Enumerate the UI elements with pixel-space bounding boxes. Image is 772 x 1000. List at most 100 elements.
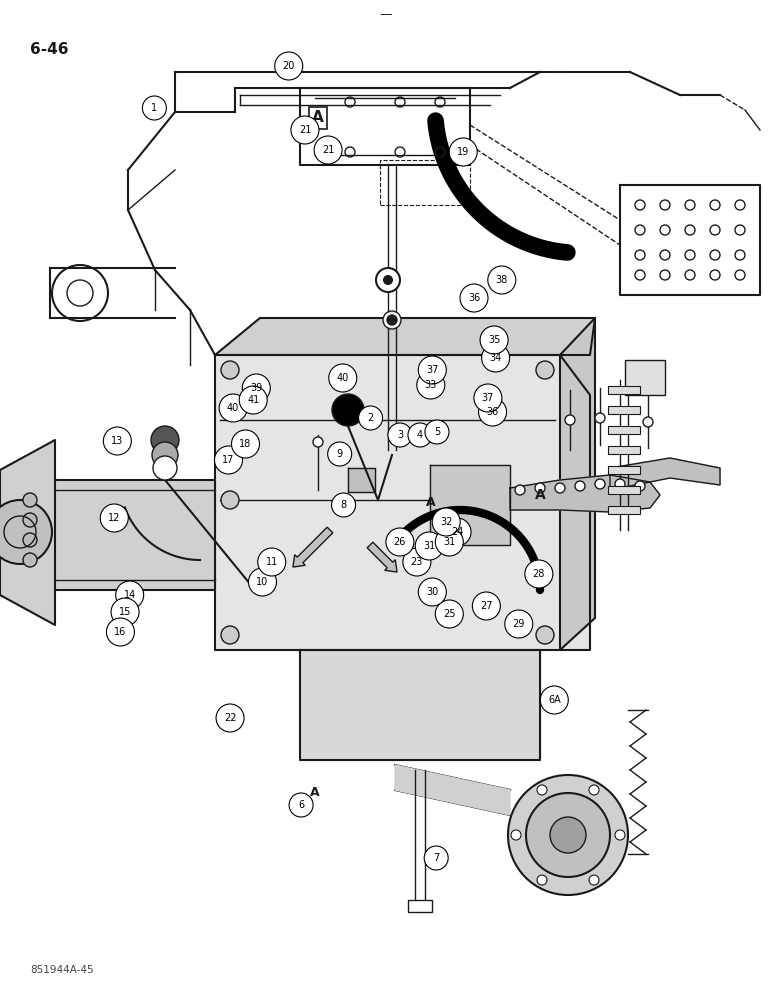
Bar — [608, 506, 640, 514]
Circle shape — [537, 875, 547, 885]
Text: 30: 30 — [426, 587, 438, 597]
Text: 24: 24 — [451, 527, 463, 537]
Text: 40: 40 — [227, 403, 239, 413]
Text: 1: 1 — [151, 103, 157, 113]
Circle shape — [358, 406, 383, 430]
Circle shape — [460, 284, 488, 312]
Circle shape — [152, 442, 178, 468]
Circle shape — [443, 518, 471, 546]
Circle shape — [376, 268, 400, 292]
Circle shape — [643, 417, 653, 427]
Text: 10: 10 — [256, 577, 269, 587]
Text: 38: 38 — [496, 275, 508, 285]
Circle shape — [239, 386, 267, 414]
Circle shape — [589, 875, 599, 885]
Text: 35: 35 — [488, 335, 500, 345]
Text: 2: 2 — [367, 413, 374, 423]
Bar — [608, 426, 640, 434]
Circle shape — [575, 481, 585, 491]
Text: 37: 37 — [426, 365, 438, 375]
Circle shape — [432, 508, 460, 536]
Text: 9: 9 — [337, 449, 343, 459]
Circle shape — [540, 686, 568, 714]
Polygon shape — [215, 318, 595, 355]
Polygon shape — [215, 355, 590, 650]
Circle shape — [536, 491, 554, 509]
Text: 7: 7 — [433, 853, 439, 863]
Circle shape — [275, 52, 303, 80]
Bar — [380, 160, 470, 205]
Text: A: A — [535, 488, 545, 502]
Text: 34: 34 — [489, 353, 502, 363]
Circle shape — [425, 420, 449, 444]
Text: 5: 5 — [434, 427, 440, 437]
Circle shape — [388, 423, 412, 447]
Circle shape — [536, 361, 554, 379]
Text: 29: 29 — [513, 619, 525, 629]
Text: 16: 16 — [114, 627, 127, 637]
Circle shape — [383, 311, 401, 329]
Circle shape — [505, 610, 533, 638]
Circle shape — [565, 415, 575, 425]
Text: 8: 8 — [340, 500, 347, 510]
Circle shape — [100, 504, 128, 532]
Circle shape — [0, 500, 52, 564]
Text: 32: 32 — [440, 517, 452, 527]
Circle shape — [595, 479, 605, 489]
Circle shape — [23, 533, 37, 547]
Circle shape — [387, 315, 397, 325]
Circle shape — [488, 266, 516, 294]
Circle shape — [103, 427, 131, 455]
Polygon shape — [0, 440, 215, 625]
Circle shape — [332, 394, 364, 426]
Circle shape — [424, 846, 449, 870]
Circle shape — [479, 398, 506, 426]
Text: 17: 17 — [222, 455, 235, 465]
Text: 33: 33 — [425, 380, 437, 390]
Bar — [625, 360, 665, 395]
Circle shape — [313, 437, 323, 447]
Circle shape — [289, 793, 313, 817]
Polygon shape — [395, 765, 510, 815]
Circle shape — [550, 817, 586, 853]
Circle shape — [151, 426, 179, 454]
Text: 22: 22 — [224, 713, 236, 723]
Text: 4: 4 — [417, 430, 423, 440]
Text: 27: 27 — [480, 601, 493, 611]
Circle shape — [474, 384, 502, 412]
Circle shape — [508, 775, 628, 895]
Text: 13: 13 — [111, 436, 124, 446]
Circle shape — [418, 356, 446, 384]
Circle shape — [595, 413, 605, 423]
Text: 18: 18 — [239, 439, 252, 449]
Text: 20: 20 — [283, 61, 295, 71]
Circle shape — [331, 493, 356, 517]
Circle shape — [23, 553, 37, 567]
Circle shape — [537, 785, 547, 795]
Circle shape — [635, 481, 645, 491]
Circle shape — [291, 116, 319, 144]
Circle shape — [472, 592, 500, 620]
Circle shape — [403, 548, 431, 576]
Circle shape — [242, 374, 270, 402]
Circle shape — [111, 598, 139, 626]
Circle shape — [526, 793, 610, 877]
Circle shape — [536, 626, 554, 644]
Text: 31: 31 — [443, 537, 455, 547]
Text: 14: 14 — [124, 590, 136, 600]
Text: 11: 11 — [266, 557, 278, 567]
Text: A: A — [426, 495, 435, 508]
Circle shape — [249, 568, 276, 596]
Circle shape — [480, 326, 508, 354]
Circle shape — [435, 528, 463, 556]
Text: 41: 41 — [247, 395, 259, 405]
Circle shape — [216, 704, 244, 732]
Circle shape — [515, 485, 525, 495]
Polygon shape — [510, 475, 660, 512]
Text: A: A — [310, 786, 320, 798]
Circle shape — [482, 344, 510, 372]
Text: 19: 19 — [457, 147, 469, 157]
Circle shape — [415, 532, 443, 560]
Text: 40: 40 — [337, 373, 349, 383]
Text: —: — — [380, 8, 392, 21]
